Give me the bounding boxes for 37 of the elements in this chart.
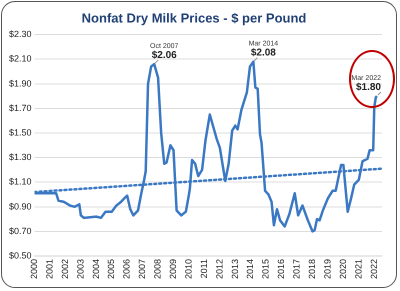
x-tick-label: 2002	[60, 258, 70, 280]
annotation: $2.08	[250, 48, 276, 59]
x-tick-label: 2013	[230, 258, 240, 280]
y-tick-label: $2.30	[8, 29, 32, 40]
y-tick-label: $2.10	[8, 54, 32, 64]
x-tick-label: 2018	[306, 258, 317, 280]
y-tick-label: $0.70	[8, 226, 32, 236]
x-tick-label: 2001	[44, 258, 54, 280]
x-tick-label: 2005	[106, 258, 116, 280]
x-tick-label: 2011	[198, 258, 209, 278]
y-tick-label: $1.30	[8, 152, 32, 162]
x-tick-label: 2006	[122, 258, 132, 280]
x-tick-label: 2009	[168, 258, 178, 280]
x-tick-label: 2022	[368, 258, 379, 280]
x-tick-label: 2003	[75, 258, 86, 280]
x-tick-label: 2021	[353, 258, 364, 280]
x-tick-label: 2014	[245, 258, 256, 280]
x-tick-label: 2004	[90, 258, 101, 280]
x-tick-label: 2010	[183, 258, 194, 280]
x-tick-label: 2019	[322, 258, 332, 280]
annotation: $2.06	[152, 50, 178, 62]
y-tick-label: $0.50	[8, 250, 32, 260]
y-tick-label: $0.90	[8, 201, 32, 212]
x-tick-label: 2020	[338, 258, 348, 280]
x-tick-label: 2016	[276, 258, 286, 280]
y-tick-label: $1.70	[8, 102, 32, 113]
y-tick-label: $1.10	[8, 176, 32, 187]
x-tick-label: 2008	[152, 258, 163, 280]
y-tick-label: $1.50	[8, 127, 32, 138]
x-tick-label: 2015	[260, 258, 271, 280]
x-tick-label: 2007	[137, 258, 148, 280]
x-tick-label: 2017	[292, 258, 302, 280]
annotation: $1.80	[356, 82, 382, 94]
chart-title: Nonfat Dry Milk Prices - $ per Pound	[82, 10, 306, 26]
y-tick-label: $1.90	[8, 78, 32, 88]
x-tick-label: 2012	[214, 258, 224, 280]
x-tick-label: 2000	[29, 258, 40, 280]
